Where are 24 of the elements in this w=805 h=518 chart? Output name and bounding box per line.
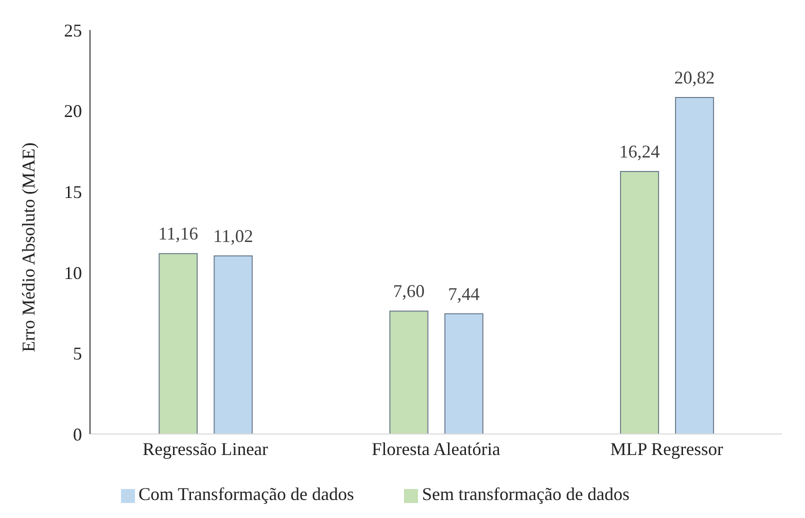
data-label: 7,44 (448, 284, 480, 304)
y-tick-label: 15 (64, 182, 82, 202)
y-tick-label: 5 (73, 344, 82, 364)
bar (389, 310, 428, 434)
bar (620, 171, 660, 434)
bar (158, 253, 198, 434)
x-tick-label: MLP Regressor (610, 438, 724, 459)
legend-label: Sem transformação de dados (422, 484, 630, 504)
y-axis-title: Erro Médio Absoluto (MAE) (18, 142, 38, 352)
x-tick-label: Regressão Linear (142, 438, 268, 459)
bar (675, 97, 714, 434)
y-tick-label: 10 (64, 262, 82, 283)
legend-label: Com Transformação de dados (138, 484, 354, 504)
data-label: 16,24 (619, 142, 660, 162)
bar (444, 313, 484, 434)
y-tick-label: 0 (73, 424, 82, 444)
data-label: 7,60 (393, 281, 425, 302)
x-tick-label: Floresta Aleatória (372, 438, 500, 459)
data-label: 11,16 (158, 224, 198, 244)
y-tick-label: 20 (64, 101, 82, 122)
y-tick-label: 25 (64, 20, 82, 40)
data-label: 11,02 (213, 226, 254, 246)
bar (214, 255, 253, 434)
data-label: 20,82 (674, 68, 715, 88)
